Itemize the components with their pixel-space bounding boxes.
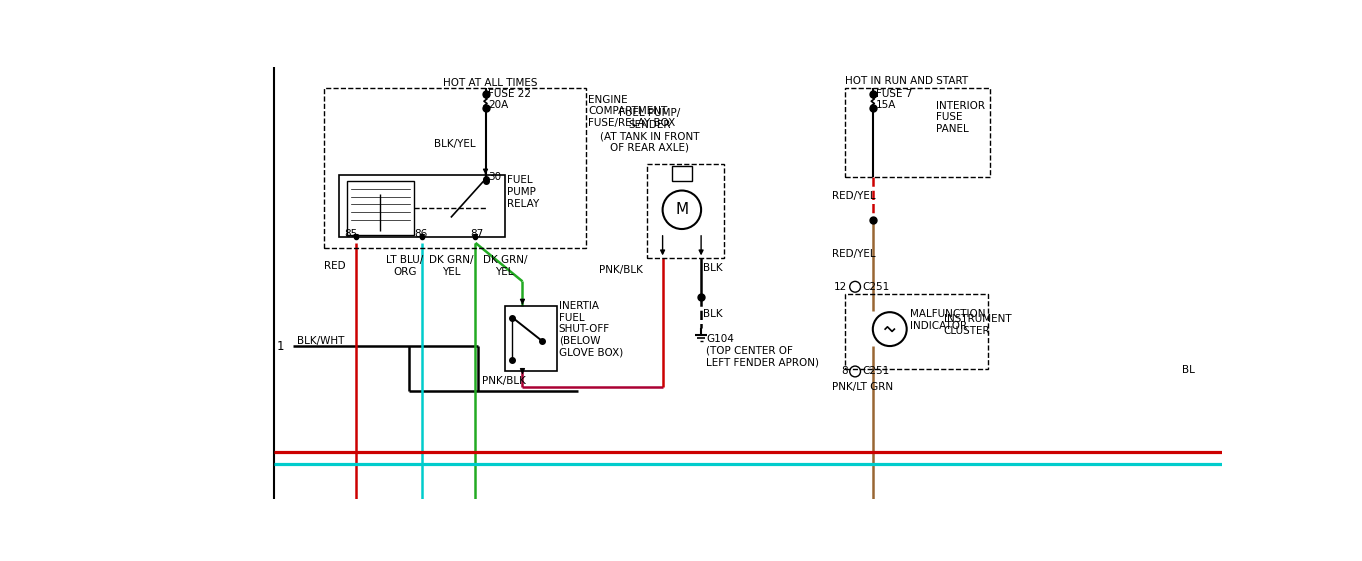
Text: HOT IN RUN AND START: HOT IN RUN AND START — [844, 76, 968, 86]
Text: PNK/LT GRN: PNK/LT GRN — [832, 382, 893, 392]
Text: FUEL PUMP/
SENDER
(AT TANK IN FRONT
OF REAR AXLE): FUEL PUMP/ SENDER (AT TANK IN FRONT OF R… — [599, 108, 699, 153]
Text: INTERIOR
FUSE
PANEL: INTERIOR FUSE PANEL — [936, 101, 985, 134]
Bar — [844, 295, 989, 369]
Text: BLK/WHT: BLK/WHT — [297, 335, 345, 346]
Bar — [324, 88, 586, 249]
Text: BLK/YEL: BLK/YEL — [434, 139, 475, 149]
Text: RED/YEL: RED/YEL — [832, 191, 876, 201]
Text: PNK/BLK: PNK/BLK — [599, 265, 643, 275]
Text: BL: BL — [1182, 365, 1196, 375]
Text: ENGINE
COMPARTMENT
FUSE/RELAY BOX: ENGINE COMPARTMENT FUSE/RELAY BOX — [588, 95, 676, 128]
Text: LT BLU/
ORG: LT BLU/ ORG — [385, 255, 424, 277]
Text: DK GRN/
YEL: DK GRN/ YEL — [429, 255, 473, 277]
Text: 8: 8 — [840, 366, 847, 376]
Text: BLK: BLK — [703, 263, 723, 273]
Text: RED: RED — [324, 261, 346, 271]
Text: MALFUNCTION
INDICATOR: MALFUNCTION INDICATOR — [910, 309, 985, 330]
Text: M: M — [676, 203, 688, 217]
Text: 1: 1 — [276, 339, 285, 352]
Bar — [647, 164, 725, 258]
Text: FUSE 7
15A: FUSE 7 15A — [876, 89, 913, 111]
Text: 87: 87 — [470, 229, 484, 240]
Bar — [505, 306, 557, 371]
Text: RED/YEL: RED/YEL — [832, 250, 876, 259]
Bar — [844, 88, 990, 177]
Text: HOT AT ALL TIMES: HOT AT ALL TIMES — [443, 78, 538, 88]
Text: BLK: BLK — [703, 309, 723, 319]
Bar — [339, 175, 505, 237]
Text: DK GRN/
YEL: DK GRN/ YEL — [482, 255, 527, 277]
Text: INSTRUMENT
CLUSTER: INSTRUMENT CLUSTER — [944, 315, 1011, 336]
Text: 30: 30 — [488, 172, 501, 182]
Text: FUSE 22
20A: FUSE 22 20A — [488, 89, 531, 111]
Text: 86: 86 — [414, 229, 428, 240]
Bar — [347, 181, 414, 235]
Text: PNK/BLK: PNK/BLK — [482, 376, 526, 387]
Text: G104
(TOP CENTER OF
LEFT FENDER APRON): G104 (TOP CENTER OF LEFT FENDER APRON) — [707, 334, 820, 367]
Text: 12: 12 — [834, 282, 847, 292]
Text: C251: C251 — [862, 366, 889, 376]
Text: 85: 85 — [345, 229, 358, 240]
Text: C251: C251 — [862, 282, 889, 292]
Bar — [671, 166, 692, 181]
Text: INERTIA
FUEL
SHUT-OFF
(BELOW
GLOVE BOX): INERTIA FUEL SHUT-OFF (BELOW GLOVE BOX) — [558, 301, 622, 357]
Text: FUEL
PUMP
RELAY: FUEL PUMP RELAY — [507, 176, 539, 209]
